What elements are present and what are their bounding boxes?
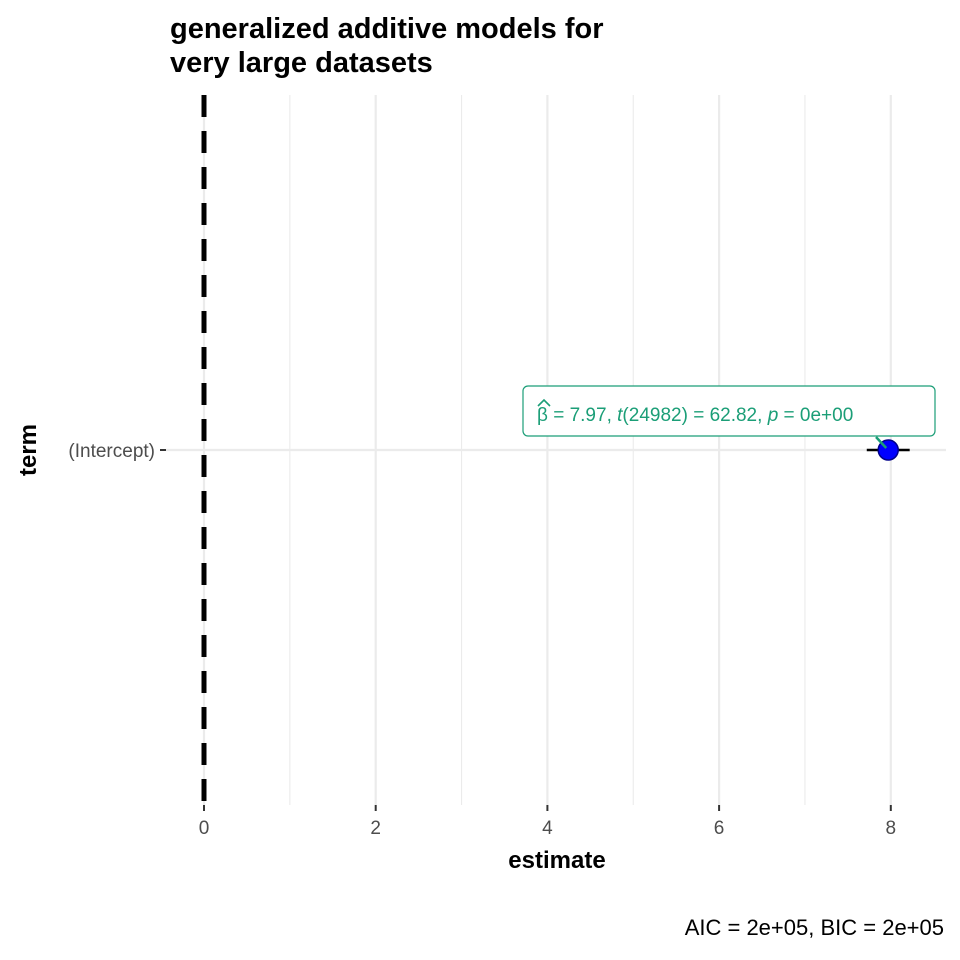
x-axis-title: estimate (508, 847, 605, 874)
gridlines (166, 95, 946, 805)
caption: AIC = 2e+05, BIC = 2e+05 (685, 915, 944, 940)
x-tick-label: 0 (199, 818, 210, 839)
label-connector (875, 436, 888, 449)
y-tick-label: (Intercept) (68, 441, 155, 462)
label-beta-hat (537, 398, 551, 407)
chart-title-line-1: generalized additive models for (170, 13, 604, 45)
label-box (522, 385, 936, 437)
x-tick-label: 6 (714, 818, 725, 839)
label-df: (24982) (622, 405, 688, 426)
y-axis-title: term (15, 424, 42, 476)
label-t-symbol: t (617, 405, 623, 426)
x-tick-label: 4 (542, 818, 553, 839)
label-t-value: = 62.82, (688, 405, 768, 426)
y-axis: (Intercept) (68, 441, 166, 462)
x-axis: 0 2 4 6 8 (199, 805, 896, 839)
label-p-symbol: p (767, 405, 779, 426)
label-text: β = 7.97, t(24982) = 62.82, p = 0e+00 (537, 405, 853, 426)
label-p-value: = 0e+00 (778, 405, 853, 426)
label-beta-symbol: β (537, 405, 548, 426)
chart-title-line-2: very large datasets (170, 47, 433, 79)
label-beta-value: = 7.97, (548, 405, 617, 426)
chart-title: generalized additive models for very lar… (170, 13, 604, 79)
estimate-label: β = 7.97, t(24982) = 62.82, p = 0e+00 (522, 385, 936, 449)
x-tick-label: 8 (886, 818, 897, 839)
x-tick-label: 2 (370, 818, 381, 839)
